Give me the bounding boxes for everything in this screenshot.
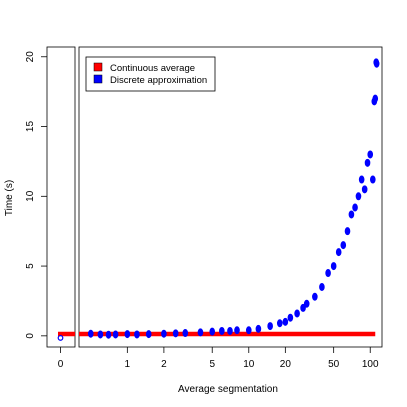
x-tick-label: 5 xyxy=(209,359,215,370)
discrete-point xyxy=(330,262,337,271)
discrete-point xyxy=(134,330,140,339)
discrete-point xyxy=(319,282,325,291)
discrete-point xyxy=(361,185,368,194)
x-tick-label: 20 xyxy=(280,359,292,370)
discrete-point xyxy=(340,241,347,250)
discrete-point xyxy=(348,210,355,219)
discrete-point xyxy=(344,227,351,236)
discrete-point xyxy=(209,327,216,336)
discrete-point xyxy=(197,328,204,337)
y-axis-title: Time (s) xyxy=(4,180,15,216)
x-tick-label: 100 xyxy=(362,359,379,370)
discrete-point xyxy=(219,326,225,335)
discrete-point-zero xyxy=(57,335,64,341)
discrete-point xyxy=(112,330,119,339)
discrete-point xyxy=(227,326,233,335)
discrete-point xyxy=(364,158,371,167)
zero-panel xyxy=(46,46,76,348)
discrete-point xyxy=(282,317,289,326)
discrete-point xyxy=(255,324,262,333)
discrete-point xyxy=(124,330,131,339)
zero-panel-frame xyxy=(46,46,76,348)
discrete-point xyxy=(325,269,331,278)
discrete-point xyxy=(172,329,179,338)
legend: Continuous average Discrete approximatio… xyxy=(85,56,216,92)
x-tick-label: 10 xyxy=(243,359,255,370)
discrete-point xyxy=(161,329,167,338)
discrete-point xyxy=(355,192,362,201)
legend-label-discrete: Discrete approximation xyxy=(110,75,207,86)
discrete-point xyxy=(105,330,112,339)
discrete-point xyxy=(372,94,379,103)
discrete-point xyxy=(182,329,189,338)
legend-box xyxy=(85,56,216,92)
discrete-point xyxy=(312,292,318,301)
x-tick-label: 1 xyxy=(125,359,131,370)
x-tick-label: 2 xyxy=(161,359,167,370)
legend-swatch-discrete xyxy=(93,74,103,84)
discrete-point xyxy=(300,303,306,312)
x-axis-title: Average segmentation xyxy=(178,384,278,395)
discrete-point xyxy=(267,322,273,331)
discrete-point xyxy=(367,150,374,159)
y-tick-label: 5 xyxy=(25,263,36,269)
x-tick-label: 50 xyxy=(328,359,340,370)
discrete-point xyxy=(335,248,342,257)
discrete-point xyxy=(97,330,104,339)
y-tick-label: 0 xyxy=(25,333,36,339)
discrete-point xyxy=(370,175,376,184)
discrete-point xyxy=(303,299,310,308)
axes-layer: 0 5 10 15 20 0 1 2 5 10 20 50 100 xyxy=(25,51,379,370)
points-layer xyxy=(87,58,380,339)
legend-swatch-continuous xyxy=(93,62,103,72)
discrete-point xyxy=(287,313,294,322)
y-tick-label: 15 xyxy=(25,121,36,133)
discrete-point xyxy=(352,203,358,212)
discrete-point xyxy=(276,319,283,328)
discrete-point xyxy=(145,330,152,339)
discrete-point xyxy=(245,326,252,335)
y-tick-label: 10 xyxy=(25,190,36,202)
discrete-point xyxy=(373,59,380,68)
legend-label-continuous: Continuous average xyxy=(110,63,195,74)
x-tick-label: 0 xyxy=(58,359,64,370)
discrete-point xyxy=(358,175,365,184)
main-panel-frame xyxy=(78,46,383,348)
discrete-point xyxy=(234,326,240,335)
discrete-point xyxy=(294,309,300,318)
y-tick-label: 20 xyxy=(25,51,36,63)
discrete-point xyxy=(87,329,94,338)
